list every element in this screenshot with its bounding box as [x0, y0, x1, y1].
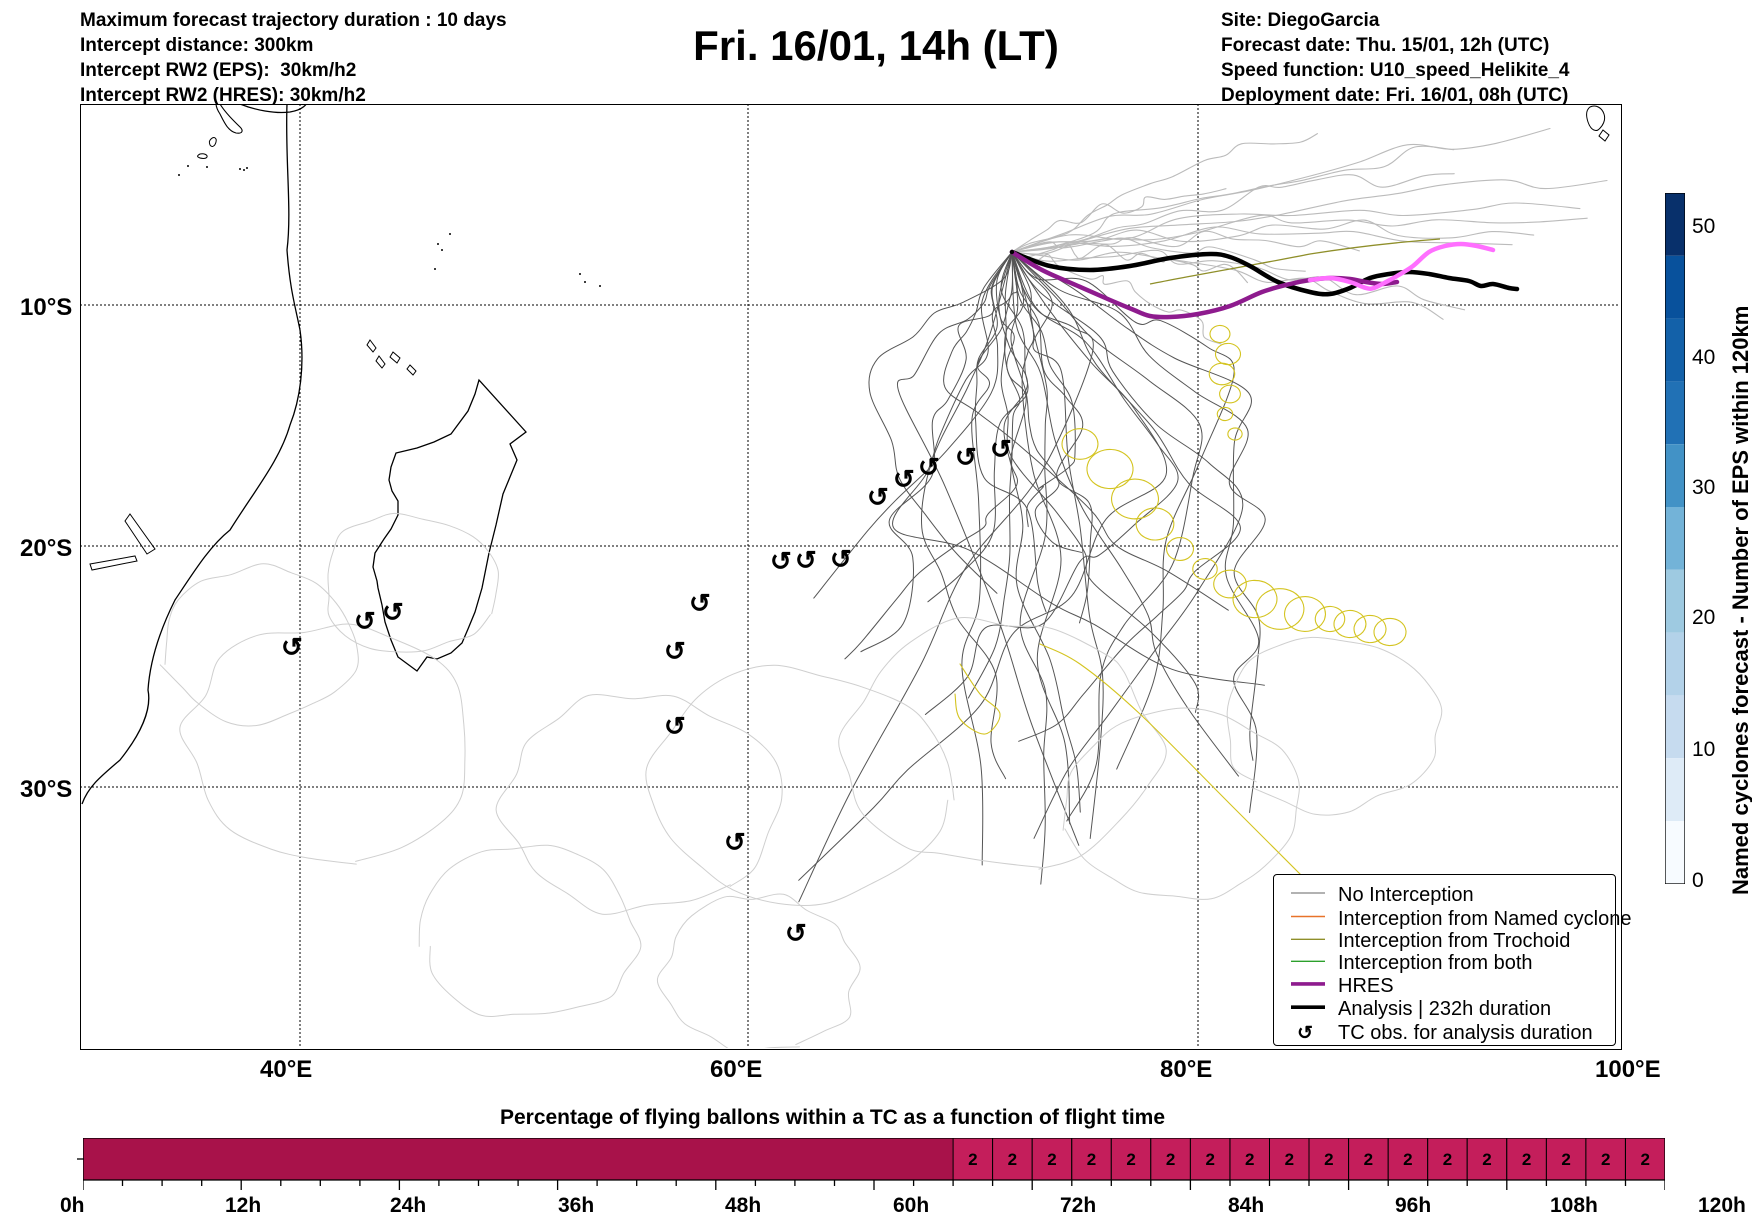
svg-text:2: 2	[1245, 1150, 1254, 1169]
svg-text:2: 2	[1403, 1150, 1412, 1169]
svg-text:↻: ↻	[1297, 1023, 1313, 1044]
svg-text:2: 2	[968, 1150, 977, 1169]
svg-text:2: 2	[1166, 1150, 1175, 1169]
svg-text:2: 2	[1364, 1150, 1373, 1169]
svg-text:2: 2	[1047, 1150, 1056, 1169]
svg-text:2: 2	[1561, 1150, 1570, 1169]
svg-text:2: 2	[1601, 1150, 1610, 1169]
svg-text:2: 2	[1087, 1150, 1096, 1169]
svg-text:2: 2	[1443, 1150, 1452, 1169]
svg-text:2: 2	[1205, 1150, 1214, 1169]
svg-text:2: 2	[1126, 1150, 1135, 1169]
svg-text:2: 2	[1640, 1150, 1649, 1169]
svg-text:2: 2	[1285, 1150, 1294, 1169]
svg-text:2: 2	[1324, 1150, 1333, 1169]
svg-text:2: 2	[1522, 1150, 1531, 1169]
svg-text:2: 2	[1008, 1150, 1017, 1169]
svg-text:2: 2	[1482, 1150, 1491, 1169]
